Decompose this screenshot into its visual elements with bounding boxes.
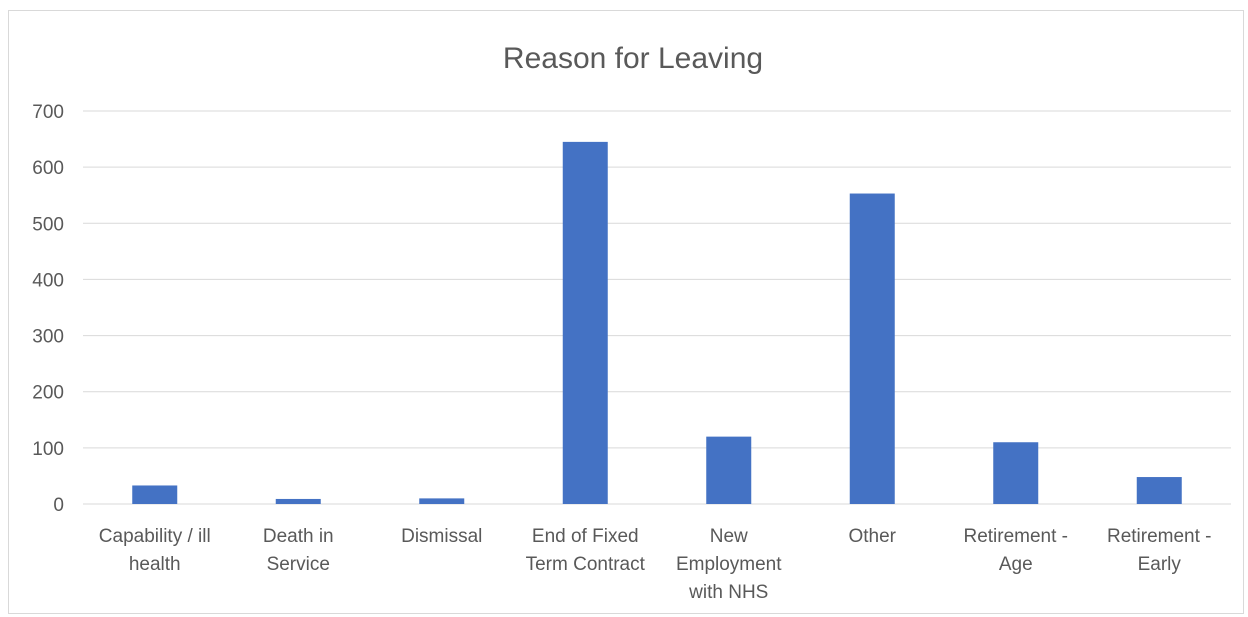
x-category-label: Dismissal xyxy=(401,526,482,547)
y-tick-label: 300 xyxy=(32,327,64,348)
y-axis-tick-labels: 0 100 200 300 400 500 600 700 xyxy=(32,102,64,516)
bar xyxy=(275,498,321,504)
x-category-label: New Employment with NHS xyxy=(676,526,782,603)
bars xyxy=(132,141,1182,504)
bar xyxy=(993,442,1039,504)
y-tick-label: 600 xyxy=(32,158,64,179)
y-tick-label: 500 xyxy=(32,214,64,235)
y-tick-label: 100 xyxy=(32,439,64,460)
x-category-label: End of Fixed Term Contract xyxy=(526,526,646,575)
y-tick-label: 700 xyxy=(32,102,64,123)
x-category-label: Retirement -Early xyxy=(1107,526,1212,575)
y-tick-label: 400 xyxy=(32,270,64,291)
bar xyxy=(849,193,895,504)
chart-frame: Reason for Leaving 0 100 200 300 400 500 600 70… xyxy=(8,10,1244,614)
gridlines xyxy=(83,110,1231,505)
bar xyxy=(419,498,465,504)
y-tick-label: 0 xyxy=(53,495,64,516)
chart-title: Reason for Leaving xyxy=(503,42,763,75)
bar xyxy=(562,141,608,504)
bar xyxy=(706,436,752,504)
x-category-label: Death in Service xyxy=(263,526,334,575)
x-category-label: Retirement -Age xyxy=(963,526,1068,575)
bar xyxy=(1136,477,1182,504)
y-tick-label: 200 xyxy=(32,383,64,404)
bar xyxy=(132,485,178,504)
x-axis-category-labels: Capability / ill health Death in Service Dis… xyxy=(99,526,1212,603)
bar-chart: Reason for Leaving 0 100 200 300 400 500 600 70… xyxy=(32,42,1231,603)
x-category-label: Other xyxy=(848,526,896,547)
x-category-label: Capability / ill health xyxy=(99,526,211,575)
